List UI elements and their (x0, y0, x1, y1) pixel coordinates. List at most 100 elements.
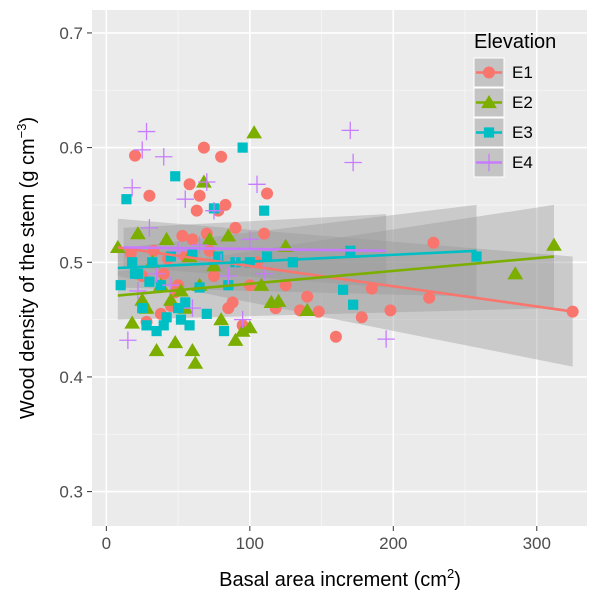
fit-line-e2 (117, 255, 555, 297)
data-point-e2 (158, 231, 175, 245)
data-point-e2 (196, 174, 212, 188)
data-point-e2 (163, 292, 179, 306)
legend-title: Elevation (474, 31, 556, 53)
data-point-e1 (207, 270, 220, 283)
fit-lines (117, 246, 573, 313)
data-point-e1 (190, 204, 203, 217)
data-point-e4 (219, 267, 238, 285)
data-point-e4 (133, 141, 151, 159)
fit-line-e4 (123, 246, 387, 253)
data-point-e3 (115, 280, 126, 291)
data-point-e1 (312, 305, 325, 318)
y-axis-title: Wood density of the stem (g cm−3) (14, 117, 39, 419)
data-point-e3 (137, 303, 148, 314)
data-point-e4 (248, 175, 266, 193)
x-tick-label: 100 (236, 534, 264, 553)
legend-label-e4: E4 (512, 153, 533, 172)
data-point-e4 (155, 148, 173, 166)
data-point-e3 (213, 251, 224, 262)
legend-marker-e1 (483, 66, 495, 79)
data-point-e2 (507, 266, 524, 280)
data-point-e1 (176, 229, 189, 242)
data-point-e1 (215, 150, 228, 163)
x-tick-label: 200 (379, 534, 407, 553)
data-point-e3 (147, 257, 158, 268)
axis-ticks: 0 100 200 300 0.3 0.4 0.5 0.6 0.7 (59, 24, 551, 553)
data-point-e4 (241, 230, 259, 249)
grid-lines (92, 10, 587, 526)
data-point-e4 (176, 190, 194, 208)
data-point-e4 (377, 330, 395, 348)
legend: Elevation E1 E2 E3 E4 (473, 31, 556, 178)
data-point-e3 (158, 320, 169, 331)
data-point-e4 (341, 121, 359, 140)
data-point-e1 (301, 290, 314, 303)
data-point-e4 (190, 236, 209, 254)
data-point-e3 (201, 308, 212, 319)
data-point-e2 (220, 228, 237, 242)
fit-line-e1 (117, 246, 573, 313)
y-tick-label: 0.6 (59, 139, 83, 158)
data-point-e2 (299, 302, 316, 317)
data-point-e4 (129, 282, 147, 300)
data-point-e2 (270, 293, 287, 307)
data-point-e1 (355, 311, 368, 324)
data-point-e3 (144, 276, 155, 287)
data-point-e1 (229, 221, 242, 234)
legend-label-e3: E3 (512, 123, 533, 142)
data-point-e3 (155, 280, 166, 291)
data-point-e3 (237, 142, 248, 153)
data-point-e3 (161, 312, 172, 323)
data-point-e4 (205, 201, 223, 220)
data-point-e3 (180, 297, 191, 308)
data-point-e2 (227, 332, 244, 346)
data-point-e3 (287, 257, 298, 268)
x-tick-label: 0 (102, 534, 111, 553)
data-point-e1 (427, 236, 440, 249)
data-point-e1 (129, 149, 142, 162)
data-point-e2 (124, 315, 141, 329)
data-point-e3 (170, 171, 181, 182)
data-point-e3 (471, 251, 482, 262)
data-point-e3 (141, 320, 152, 331)
data-point-e4 (123, 179, 141, 197)
data-point-e2 (187, 355, 204, 369)
confidence-band-e2 (117, 204, 555, 320)
data-point-e3 (127, 257, 138, 268)
data-point-e3 (151, 325, 162, 337)
data-point-e3 (172, 303, 184, 314)
data-point-e2 (130, 226, 146, 240)
data-point-e4 (137, 122, 156, 141)
data-point-e2 (201, 231, 218, 245)
data-point-e1 (384, 304, 397, 317)
data-point-e2 (167, 335, 184, 349)
data-point-e4 (147, 265, 166, 283)
data-point-e2 (253, 277, 270, 291)
x-tick-label: 300 (523, 534, 551, 553)
data-point-e2 (206, 258, 222, 272)
data-point-e2 (241, 320, 258, 334)
data-point-e1 (423, 291, 436, 304)
confidence-band-e4 (123, 214, 387, 288)
data-point-e4 (233, 310, 252, 329)
legend-marker-e3 (483, 127, 495, 138)
data-point-e1 (279, 279, 292, 292)
data-point-e3 (184, 320, 195, 331)
data-point-e1 (143, 189, 156, 202)
y-tick-label: 0.3 (59, 483, 83, 502)
data-point-e2 (213, 312, 230, 326)
data-point-e1 (258, 227, 271, 240)
data-point-e2 (546, 237, 562, 251)
data-point-e1 (183, 178, 196, 191)
y-tick-label: 0.4 (59, 368, 83, 387)
data-point-e1 (219, 198, 232, 211)
data-point-e4 (183, 299, 202, 317)
data-point-e1 (226, 296, 239, 309)
data-point-e1 (193, 189, 206, 202)
data-point-e2 (109, 239, 126, 253)
data-point-e1 (186, 233, 199, 246)
fit-line-e3 (117, 249, 477, 270)
data-point-e3 (165, 251, 177, 262)
data-point-e1 (365, 282, 378, 295)
data-point-e1 (261, 187, 274, 200)
